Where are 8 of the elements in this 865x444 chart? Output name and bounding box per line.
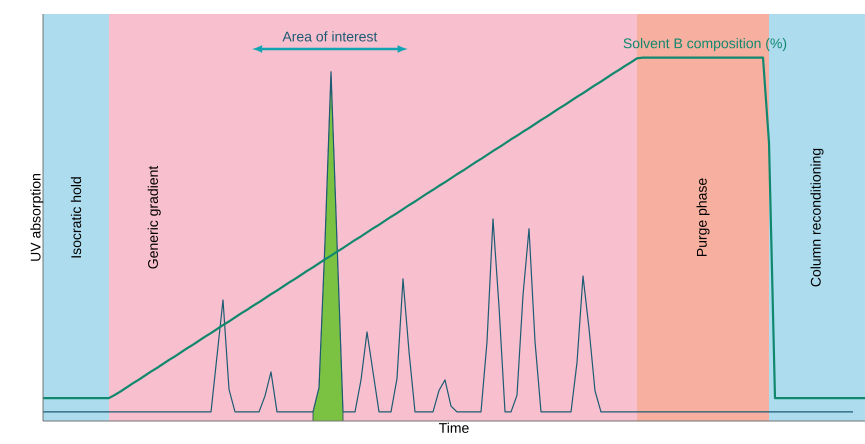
annotation: Isocratic hold [70,177,82,258]
annotation: Generic gradient [148,166,161,269]
annotation: Purge phase [696,178,710,256]
text: Area of interest [282,31,378,42]
x-axis-title: Time [439,422,469,433]
series-label: Solvent B composition (%) [624,38,786,52]
y-axis-title: UV absorption [30,174,44,261]
annotation: Column reconditioning [810,148,824,286]
